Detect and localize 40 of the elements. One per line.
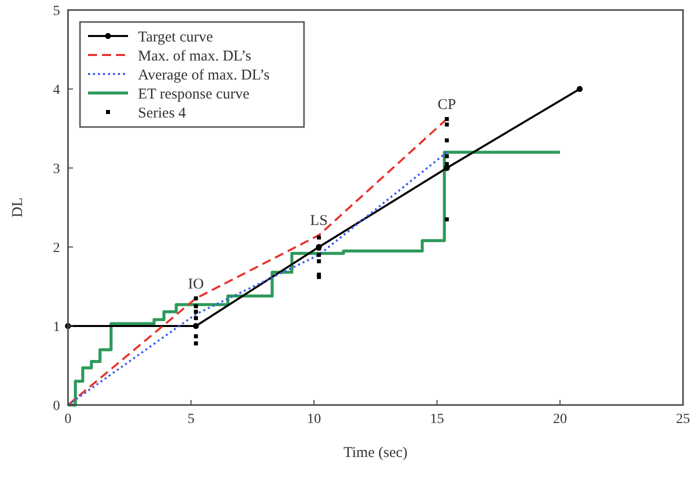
point (444, 117, 449, 122)
point (316, 236, 321, 240)
x-axis-title: Time (sec) (343, 445, 408, 461)
point (316, 275, 321, 280)
point (194, 316, 198, 320)
legend-label: Target curve (138, 29, 214, 46)
point (194, 304, 198, 308)
x-tick-label: 20 (553, 412, 567, 427)
point (444, 162, 449, 166)
annotation: CP (438, 97, 456, 114)
annotation: LS (310, 213, 328, 230)
legend-label: Average of max. DL’s (138, 67, 270, 84)
annotation: IO (188, 276, 204, 292)
point (194, 341, 198, 346)
x-tick-label: 5 (188, 412, 194, 427)
x-tick-label: 15 (430, 412, 444, 427)
point (194, 296, 198, 300)
x-tick-label: 25 (676, 412, 690, 427)
x-tick-label: 0 (64, 412, 72, 427)
y-tick-label: 0 (53, 398, 60, 414)
point (444, 138, 449, 142)
y-axis-title: DL (10, 198, 26, 218)
point (444, 154, 449, 158)
x-tick-label: 10 (307, 412, 321, 427)
y-tick-label: 1 (53, 320, 60, 335)
point (576, 86, 583, 92)
legend-label: Series 4 (138, 105, 186, 122)
y-tick-label: 5 (53, 4, 60, 19)
y-tick-label: 4 (53, 82, 60, 98)
y-tick-label: 3 (53, 162, 60, 177)
point (194, 310, 198, 314)
y-tick-label: 2 (53, 240, 60, 256)
point (444, 217, 449, 222)
point (444, 122, 449, 127)
legend-label: Max. of max. DL’s (138, 48, 252, 64)
legend-label: ET response curve (138, 86, 250, 102)
point (194, 334, 198, 338)
point (316, 259, 321, 264)
point (316, 252, 321, 257)
point (192, 323, 199, 329)
